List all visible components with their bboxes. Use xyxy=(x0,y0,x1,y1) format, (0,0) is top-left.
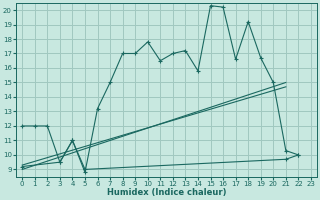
X-axis label: Humidex (Indice chaleur): Humidex (Indice chaleur) xyxy=(107,188,226,197)
